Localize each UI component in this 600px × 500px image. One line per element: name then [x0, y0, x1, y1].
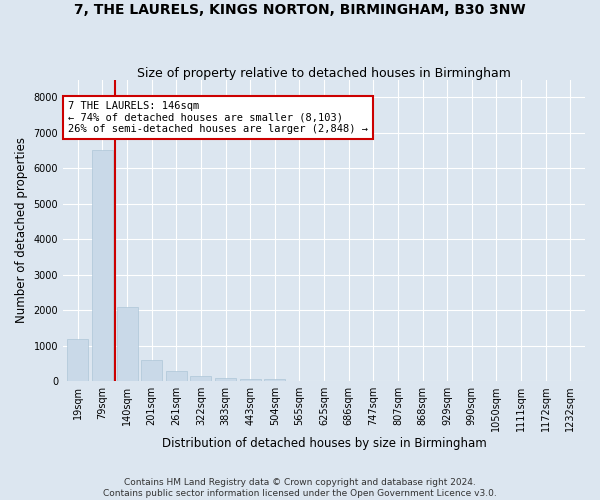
X-axis label: Distribution of detached houses by size in Birmingham: Distribution of detached houses by size …	[161, 437, 487, 450]
Bar	[166, 371, 187, 381]
Bar	[67, 338, 88, 381]
Text: 7, THE LAURELS, KINGS NORTON, BIRMINGHAM, B30 3NW: 7, THE LAURELS, KINGS NORTON, BIRMINGHAM…	[74, 2, 526, 16]
Bar	[92, 150, 113, 381]
Title: Size of property relative to detached houses in Birmingham: Size of property relative to detached ho…	[137, 66, 511, 80]
Bar	[141, 360, 162, 381]
Text: Contains HM Land Registry data © Crown copyright and database right 2024.
Contai: Contains HM Land Registry data © Crown c…	[103, 478, 497, 498]
Text: 7 THE LAURELS: 146sqm
← 74% of detached houses are smaller (8,103)
26% of semi-d: 7 THE LAURELS: 146sqm ← 74% of detached …	[68, 101, 368, 134]
Y-axis label: Number of detached properties: Number of detached properties	[15, 138, 28, 324]
Bar	[239, 379, 260, 381]
Bar	[265, 379, 285, 381]
Bar	[215, 378, 236, 381]
Bar	[190, 376, 211, 381]
Bar	[116, 306, 137, 381]
